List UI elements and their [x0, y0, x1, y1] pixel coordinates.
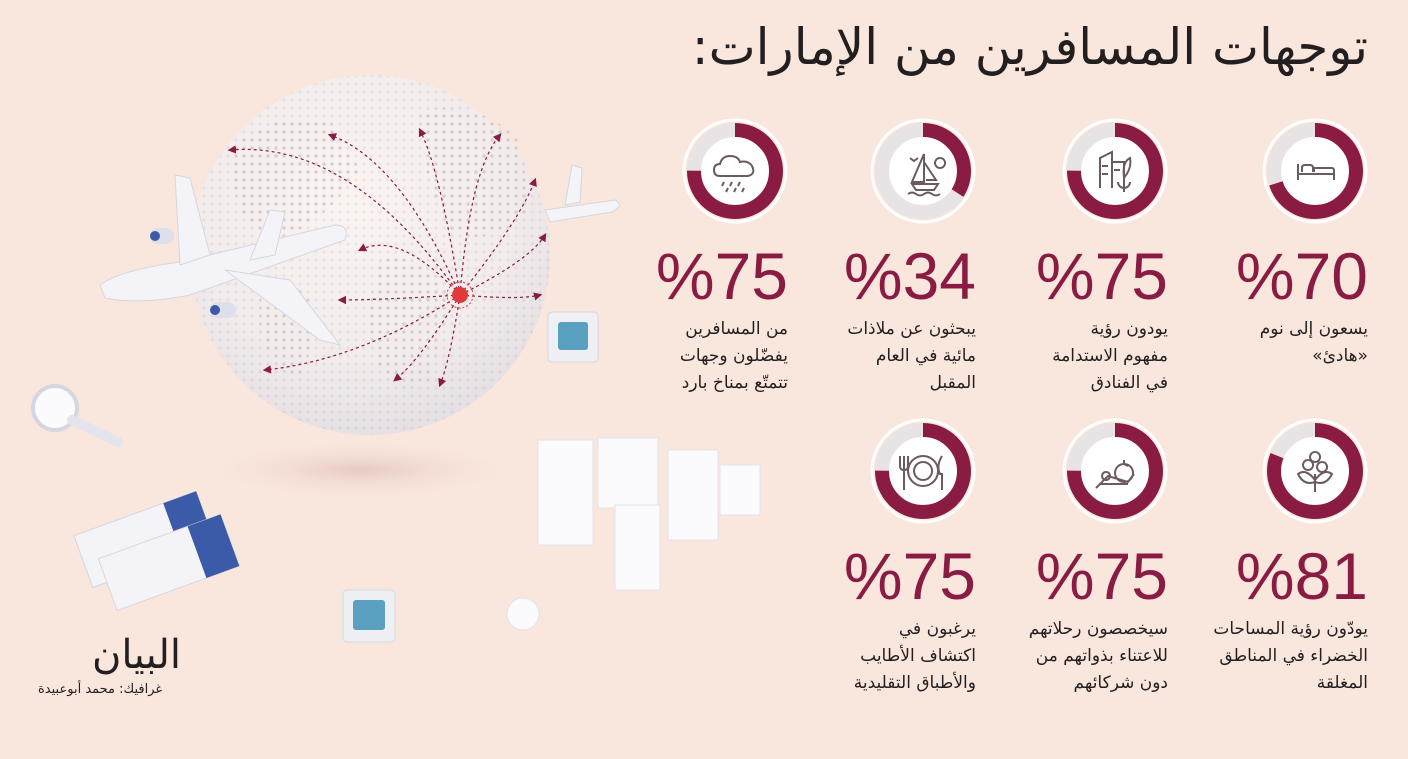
stat-description: سيخصصون رحلاتهم للاعتناء بذواتهم من دون …	[1028, 619, 1168, 693]
plate-fork-knife-icon	[899, 455, 943, 490]
sustainable-buildings-icon	[1062, 118, 1168, 224]
donut-outer-ring	[682, 118, 788, 224]
donut-value-arc	[875, 423, 971, 519]
plate-fork-knife-icon	[870, 418, 976, 524]
lounger-clock-icon	[1062, 418, 1168, 524]
stat-percent: %34	[843, 239, 976, 313]
donut-outer-ring	[1062, 118, 1168, 224]
donut-outer-ring	[1262, 418, 1368, 524]
stat-description: يسعون إلى نوم «هادئ»	[1259, 319, 1368, 366]
stat-percent: %75	[1035, 539, 1168, 613]
lounger-clock-icon	[1095, 460, 1135, 489]
stat-description: يودون رؤية مفهوم الاستدامة في الفنادق	[1052, 319, 1168, 393]
stat-percent: %75	[1035, 239, 1168, 313]
stat-percent: %75	[843, 539, 976, 613]
donut-value-arc	[687, 123, 783, 219]
cloud-rain-icon	[712, 154, 755, 193]
plant-icon	[1262, 418, 1368, 524]
donut-outer-ring	[1062, 418, 1168, 524]
donut-value-arc	[1267, 423, 1363, 519]
stat-description: يودّون رؤية المساحات الخضراء في المناطق …	[1213, 619, 1368, 693]
donut-value-arc	[1067, 423, 1163, 519]
sustainable-buildings-icon	[1099, 150, 1132, 192]
stat-percent: %81	[1235, 539, 1368, 613]
sailboat-icon	[870, 118, 976, 224]
sailboat-icon	[907, 153, 947, 197]
donut-value-arc	[1067, 123, 1163, 219]
bed-icon	[1297, 164, 1335, 180]
donut-outer-ring	[870, 118, 976, 224]
globe-illustration	[31, 75, 761, 643]
bed-icon	[1262, 118, 1368, 224]
cloud-rain-icon	[682, 118, 788, 224]
donut-value-arc	[875, 123, 971, 219]
plant-icon	[1296, 451, 1334, 492]
donut-outer-ring	[1262, 118, 1368, 224]
stat-percent: %75	[655, 239, 788, 313]
stat-description: من المسافرين يفضّلون وجهات تتمتّع بمناخ …	[679, 319, 788, 393]
graphic-credit: غرافيك: محمد أبوعبيدة	[38, 682, 163, 697]
stat-description: يرغبون في اكتشاف الأطايب والأطباق التقلي…	[853, 619, 976, 693]
page-title: توجهات المسافرين من الإمارات:	[691, 18, 1368, 76]
stat-percent: %70	[1235, 239, 1368, 313]
donut-outer-ring	[870, 418, 976, 524]
logo: البيان	[92, 632, 182, 678]
donut-value-arc	[1267, 123, 1363, 219]
stat-description: يبحثون عن ملاذات مائية في العام المقبل	[847, 319, 976, 393]
